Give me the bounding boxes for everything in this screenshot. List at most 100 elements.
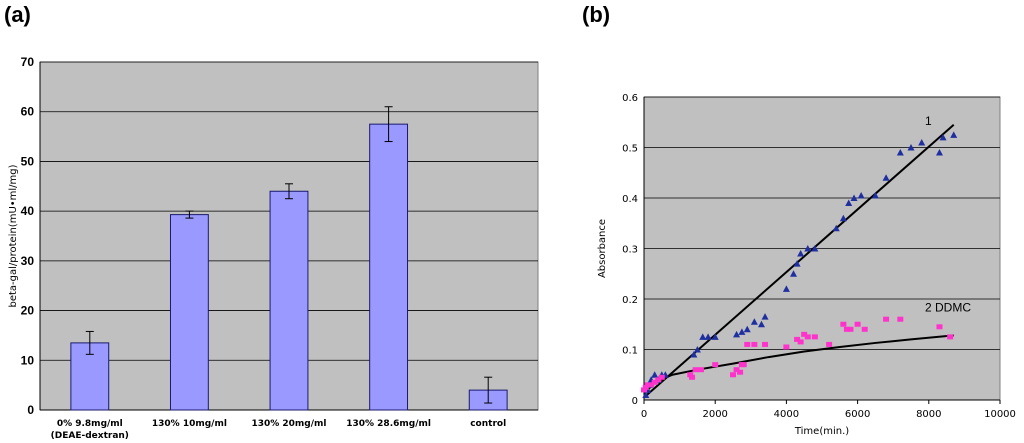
y-tick-label: 0.5 <box>622 144 638 155</box>
data-point-series-1 <box>939 133 947 141</box>
x-tick-label: 2000 <box>702 409 727 420</box>
data-point-series-1 <box>704 333 712 340</box>
data-point-series-1 <box>782 285 790 292</box>
data-point-series-2 <box>651 379 658 385</box>
data-point-series-2 <box>641 387 647 393</box>
data-point-series-2 <box>644 382 651 388</box>
y-tick-label: 40 <box>21 204 35 218</box>
data-point-series-2 <box>744 341 751 347</box>
x-tick-label: 4000 <box>774 409 799 420</box>
data-point-series-2 <box>897 316 904 322</box>
y-axis-label: beta-gal/protein(mU•ml/mg) <box>8 164 19 307</box>
data-point-series-1 <box>907 144 915 151</box>
data-point-series-2 <box>811 334 818 340</box>
y-tick-label: 10 <box>21 353 35 367</box>
x-tick-label: 8000 <box>916 409 941 420</box>
data-point-series-1 <box>699 333 707 340</box>
data-point-series-2 <box>861 326 868 332</box>
data-point-series-1 <box>832 224 840 232</box>
annotation-series-2: 2 DDMC <box>925 301 971 315</box>
data-point-series-2 <box>642 384 649 390</box>
data-point-series-2 <box>712 362 719 368</box>
data-point-series-1 <box>845 199 853 207</box>
bar <box>369 123 409 411</box>
bar-chart: 0 10 20 30 40 50 60 70 0% 9.8mg/ml (DEAE-dextran)… <box>8 55 539 441</box>
data-point-series-1 <box>690 351 698 358</box>
data-point-series-2 <box>826 341 833 347</box>
data-point-series-1 <box>804 245 812 252</box>
y-tick-label: 0 <box>27 403 34 417</box>
y-tick-label: 70 <box>21 55 35 69</box>
annotation-series-1: 1 <box>925 114 932 128</box>
y-tick-label: 60 <box>21 105 35 119</box>
data-point-series-2 <box>737 369 744 375</box>
data-point-series-1 <box>750 318 758 325</box>
x-tick-label: 10000 <box>984 409 1016 420</box>
data-point-series-1 <box>811 245 819 252</box>
y-tick-label: 0 <box>632 396 638 407</box>
data-point-series-2 <box>936 324 943 330</box>
y-tick-label: 0.1 <box>622 346 638 357</box>
data-point-series-2 <box>730 372 736 378</box>
scatter-chart: 0 0.1 0.2 0.3 0.4 0.5 0.6 0 2000 4000 6000 8000 1000… <box>597 93 1016 437</box>
x-tick-label: 6000 <box>845 409 870 420</box>
data-point-series-2 <box>801 331 808 337</box>
y-tick-label: 20 <box>21 304 35 318</box>
data-point-series-2 <box>783 344 790 350</box>
data-point-series-1 <box>896 149 904 156</box>
data-point-series-2 <box>854 321 861 327</box>
data-point-series-2 <box>740 362 747 368</box>
data-point-series-1 <box>918 138 926 146</box>
data-point-series-2 <box>687 372 694 378</box>
y-tick-label: 0.6 <box>622 93 638 104</box>
data-point-series-1 <box>693 346 701 353</box>
data-point-series-1 <box>743 325 751 333</box>
data-point-series-1 <box>738 328 746 335</box>
data-point-series-2 <box>794 336 801 342</box>
data-point-series-1 <box>793 260 801 267</box>
data-point-series-2 <box>689 374 696 380</box>
x-tick-label: 130% 10mg/ml <box>152 419 227 429</box>
data-point-series-1 <box>757 320 765 328</box>
bar <box>269 190 309 411</box>
data-point-series-1 <box>711 333 719 340</box>
y-tick-label: 0.2 <box>622 295 638 306</box>
panel-label-a: (a) <box>4 2 31 27</box>
data-point-series-1 <box>651 371 659 378</box>
data-point-series-1 <box>935 149 943 156</box>
data-point-series-2 <box>843 326 850 332</box>
data-point-series-2 <box>883 316 890 322</box>
data-point-series-2 <box>804 334 811 340</box>
x-tick-label: 130% 28.6mg/ml <box>346 419 431 429</box>
data-point-series-2 <box>762 341 769 347</box>
data-point-series-1 <box>797 250 805 257</box>
bar <box>169 214 209 411</box>
data-point-series-1 <box>839 214 847 222</box>
data-point-series-2 <box>947 334 954 340</box>
x-tick-sublabel: (DEAE-dextran) <box>51 431 129 441</box>
data-point-series-1 <box>642 391 650 398</box>
x-tick-label: control <box>470 419 506 429</box>
y-tick-label: 0.4 <box>622 194 638 205</box>
y-tick-label: 50 <box>21 154 35 168</box>
x-tick-label: 0 <box>641 409 647 420</box>
data-point-series-2 <box>847 326 854 332</box>
data-point-series-2 <box>692 367 699 373</box>
x-tick-label: 0% 9.8mg/ml <box>57 419 123 429</box>
data-point-series-1 <box>790 270 798 277</box>
y-tick-label: 0.3 <box>622 245 638 256</box>
data-point-series-2 <box>733 367 740 373</box>
x-axis-label: Time(min.) <box>794 426 849 437</box>
data-point-series-2 <box>751 341 758 347</box>
y-axis-label: Absorbance <box>597 219 608 278</box>
y-tick-label: 30 <box>21 254 35 268</box>
data-point-series-1 <box>871 191 879 199</box>
x-tick-label: 130% 20mg/ml <box>251 419 326 429</box>
data-point-series-2 <box>648 382 655 388</box>
data-point-series-1 <box>733 330 741 338</box>
data-point-series-1 <box>761 313 769 320</box>
data-point-series-1 <box>850 194 858 201</box>
data-point-series-2 <box>655 377 662 383</box>
data-point-series-1 <box>857 191 865 199</box>
